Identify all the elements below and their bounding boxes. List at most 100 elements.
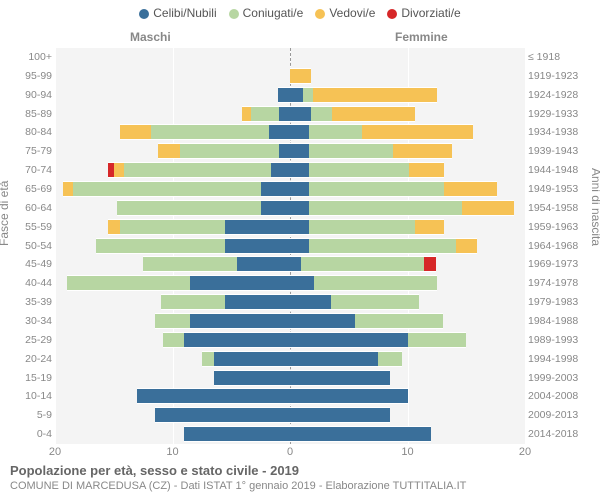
bar-male (143, 256, 290, 272)
age-label: 5-9 (2, 409, 52, 421)
age-label: 25-29 (2, 334, 52, 346)
age-label: 20-24 (2, 353, 52, 365)
age-row (55, 350, 525, 368)
bar-segment (279, 106, 290, 122)
bar-male (108, 162, 290, 178)
age-row (55, 48, 525, 66)
bar-female (290, 143, 452, 159)
age-label: 30-34 (2, 315, 52, 327)
bar-segment (225, 219, 290, 235)
chart-subtitle: COMUNE DI MARCEDUSA (CZ) - Dati ISTAT 1°… (10, 480, 466, 492)
legend-swatch (315, 9, 325, 19)
bar-male (214, 370, 290, 386)
birth-year-label: 1934-1938 (528, 126, 598, 138)
birth-year-label: 1969-1973 (528, 258, 598, 270)
bar-female (290, 313, 443, 329)
bar-segment (290, 162, 309, 178)
bar-segment (184, 332, 290, 348)
bar-segment (409, 162, 444, 178)
bar-male (161, 294, 290, 310)
bar-female (290, 294, 419, 310)
birth-year-label: 1919-1923 (528, 70, 598, 82)
bar-segment (120, 219, 226, 235)
bar-female (290, 407, 390, 423)
birth-year-label: 1964-1968 (528, 240, 598, 252)
legend-swatch (139, 9, 149, 19)
bar-segment (290, 313, 355, 329)
birth-year-label: 2014-2018 (528, 428, 598, 440)
age-row (55, 180, 525, 198)
label-femmine: Femmine (395, 30, 448, 44)
bar-male (158, 143, 290, 159)
bar-male (117, 200, 290, 216)
bar-segment (462, 200, 515, 216)
birth-year-label: 1949-1953 (528, 183, 598, 195)
bar-female (290, 162, 444, 178)
bar-segment (309, 219, 415, 235)
bar-segment (184, 426, 290, 442)
bar-segment (290, 219, 309, 235)
bar-male (155, 313, 290, 329)
bar-segment (290, 294, 331, 310)
legend-item: Coniugati/e (229, 6, 304, 20)
bar-male (137, 388, 290, 404)
bar-female (290, 219, 444, 235)
bar-segment (309, 200, 462, 216)
bar-segment (158, 143, 179, 159)
bar-female (290, 351, 402, 367)
bar-male (278, 87, 290, 103)
age-row (55, 142, 525, 160)
bar-segment (290, 124, 309, 140)
bar-segment (444, 181, 497, 197)
bar-segment (362, 124, 474, 140)
bar-segment (424, 256, 436, 272)
bar-female (290, 181, 497, 197)
age-label: 55-59 (2, 221, 52, 233)
birth-year-label: 1944-1948 (528, 164, 598, 176)
bar-segment (242, 106, 251, 122)
bar-segment (290, 68, 311, 84)
bar-segment (163, 332, 184, 348)
legend-item: Celibi/Nubili (139, 6, 216, 20)
age-row (55, 406, 525, 424)
bar-segment (303, 87, 314, 103)
bar-segment (332, 106, 414, 122)
age-label: 85-89 (2, 108, 52, 120)
bar-segment (214, 351, 290, 367)
bar-male (120, 124, 290, 140)
bar-segment (290, 407, 390, 423)
age-label: 40-44 (2, 277, 52, 289)
bar-female (290, 256, 436, 272)
age-row (55, 425, 525, 443)
bar-male (108, 219, 290, 235)
bar-segment (355, 313, 443, 329)
age-label: 100+ (2, 51, 52, 63)
bar-segment (309, 238, 456, 254)
bar-segment (67, 275, 190, 291)
legend-label: Coniugati/e (243, 6, 304, 20)
bar-female (290, 87, 437, 103)
bar-segment (269, 124, 290, 140)
age-row (55, 199, 525, 217)
bar-segment (214, 370, 290, 386)
bar-male (155, 407, 290, 423)
bar-segment (190, 313, 290, 329)
bar-segment (309, 143, 394, 159)
bar-segment (309, 124, 362, 140)
bar-female (290, 332, 466, 348)
bar-male (67, 275, 290, 291)
birth-year-label: 1939-1943 (528, 145, 598, 157)
bar-female (290, 238, 477, 254)
bar-segment (290, 275, 314, 291)
bar-segment (202, 351, 214, 367)
age-row (55, 161, 525, 179)
chart-title: Popolazione per età, sesso e stato civil… (10, 463, 299, 478)
legend-label: Vedovi/e (329, 6, 375, 20)
bar-segment (124, 162, 271, 178)
age-row (55, 105, 525, 123)
age-row (55, 387, 525, 405)
bar-segment (225, 238, 290, 254)
plot-area (55, 48, 525, 444)
bar-segment (96, 238, 225, 254)
bar-segment (290, 332, 408, 348)
